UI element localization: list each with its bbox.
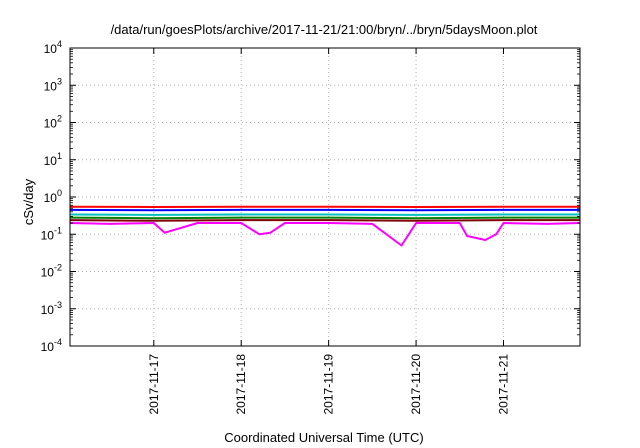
y-tick-label: 10-2 [41, 263, 62, 280]
y-tick-exponent: 0 [57, 188, 62, 198]
x-tick-label: 2017-11-20 [409, 354, 423, 415]
y-tick-label: 103 [44, 76, 62, 93]
y-tick-label: 100 [44, 188, 62, 205]
y-tick-exponent: -3 [54, 300, 62, 310]
y-tick-exponent: -2 [54, 263, 62, 273]
y-tick-label: 10-1 [41, 225, 62, 242]
y-tick-exponent: 4 [57, 39, 62, 49]
y-tick-label: 101 [44, 151, 62, 168]
x-tick-label: 2017-11-17 [147, 354, 161, 415]
x-tick-label: 2017-11-19 [322, 354, 336, 415]
series-line [69, 222, 581, 247]
series-line [69, 216, 580, 220]
y-tick-label: 10-3 [41, 300, 62, 317]
y-axis-label: cSv/day [21, 178, 36, 225]
axis-ticks: 10-410-310-210-11001011021031042017-11-1… [41, 39, 580, 415]
y-tick-exponent: 3 [57, 76, 62, 86]
y-tick-label: 10-4 [41, 337, 62, 354]
x-tick-label: 2017-11-21 [497, 354, 511, 415]
y-tick-label: 104 [44, 39, 62, 56]
series-line [69, 219, 580, 222]
chart-title: /data/run/goesPlots/archive/2017-11-21/2… [111, 22, 538, 37]
y-tick-label: 102 [44, 114, 62, 131]
series-lines [69, 205, 581, 247]
y-tick-exponent: -1 [54, 225, 62, 235]
x-axis-label: Coordinated Universal Time (UTC) [224, 430, 423, 445]
grid [70, 48, 580, 346]
x-tick-label: 2017-11-18 [234, 354, 248, 415]
y-tick-exponent: -4 [54, 337, 62, 347]
y-tick-exponent: 1 [57, 151, 62, 161]
y-tick-exponent: 2 [57, 114, 62, 124]
